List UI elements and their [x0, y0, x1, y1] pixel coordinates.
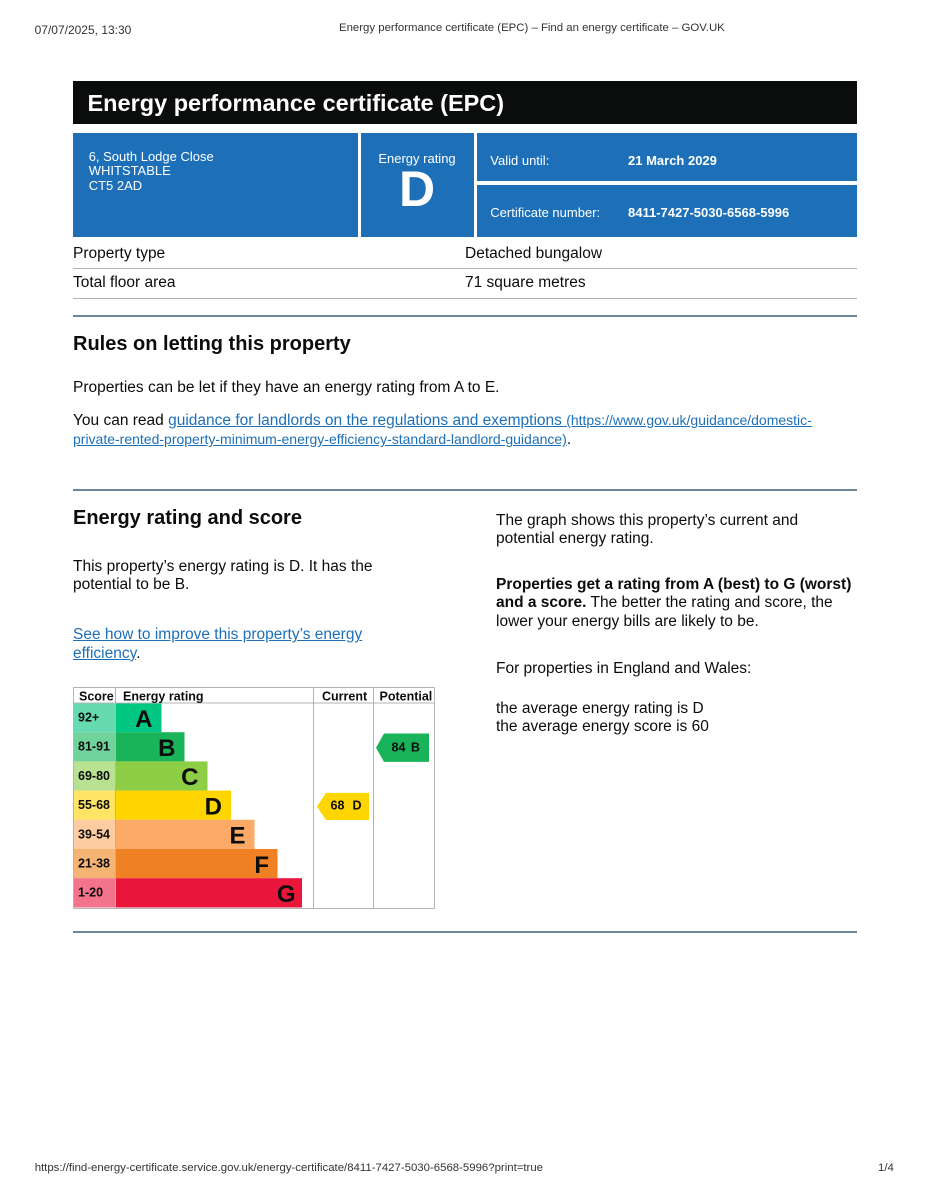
svg-text:81-91: 81-91	[78, 740, 110, 754]
svg-text:Current: Current	[322, 690, 368, 704]
svg-text:21-38: 21-38	[78, 857, 110, 871]
svg-text:68: 68	[331, 799, 345, 813]
svg-text:55-68: 55-68	[78, 798, 110, 812]
svg-text:A: A	[135, 706, 152, 733]
svg-text:D: D	[352, 799, 361, 813]
svg-text:G: G	[277, 881, 296, 908]
svg-text:Energy rating: Energy rating	[123, 690, 204, 704]
svg-text:69-80: 69-80	[78, 769, 110, 783]
svg-text:F: F	[254, 852, 269, 879]
svg-text:84: 84	[392, 741, 406, 755]
svg-text:C: C	[181, 764, 198, 791]
svg-text:B: B	[158, 735, 175, 762]
svg-text:E: E	[229, 823, 245, 850]
svg-text:39-54: 39-54	[78, 827, 110, 841]
svg-text:B: B	[411, 741, 420, 755]
svg-text:1-20: 1-20	[78, 886, 103, 900]
svg-text:D: D	[205, 793, 222, 820]
svg-text:92+: 92+	[78, 711, 99, 725]
svg-text:Potential: Potential	[380, 690, 433, 704]
svg-text:Score: Score	[79, 690, 114, 704]
